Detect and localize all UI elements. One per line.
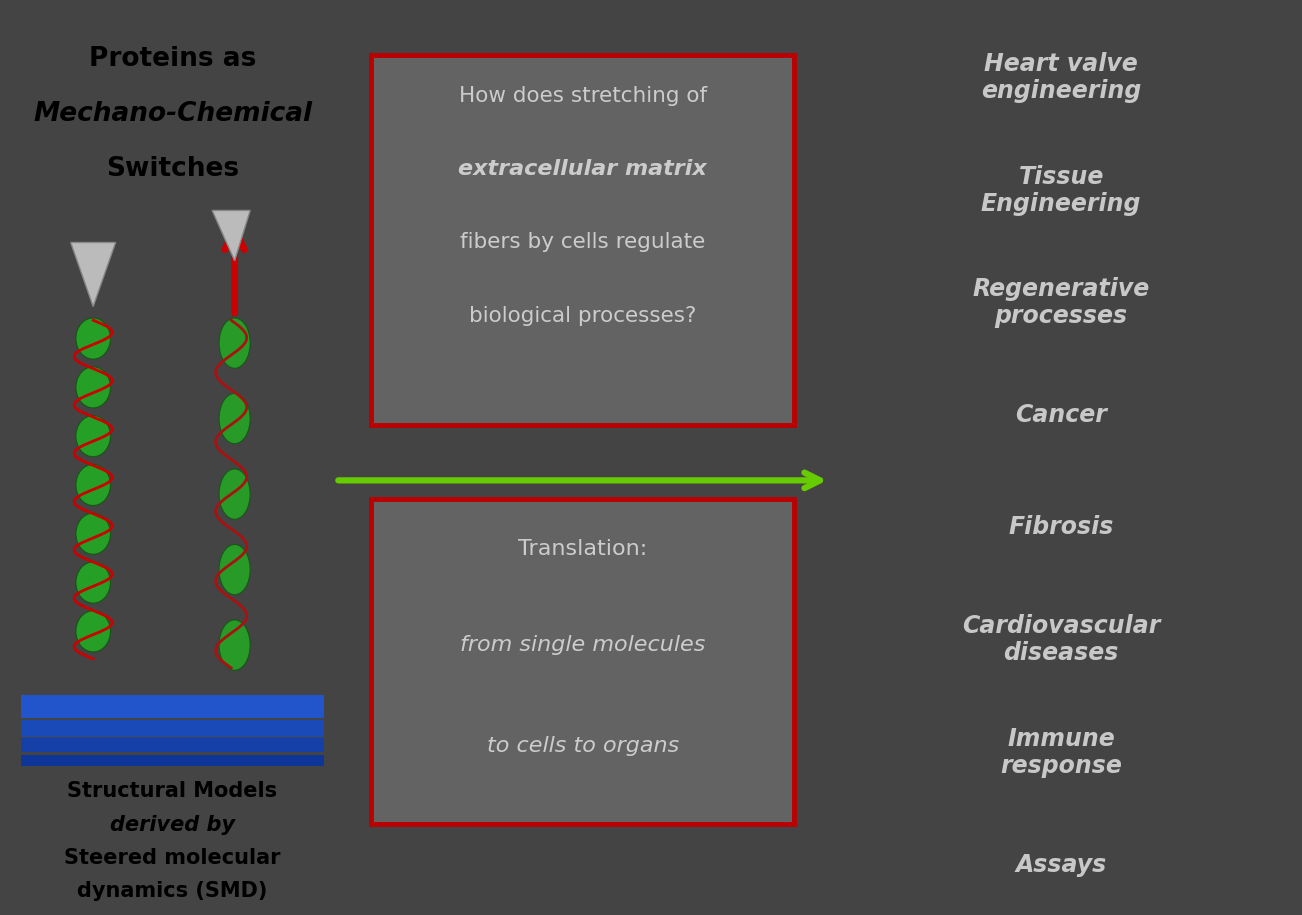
Text: extracellular matrix: extracellular matrix	[458, 159, 707, 179]
Text: Structural Models: Structural Models	[68, 781, 277, 802]
Ellipse shape	[76, 562, 111, 603]
Ellipse shape	[219, 619, 250, 670]
FancyBboxPatch shape	[371, 55, 794, 425]
Text: Translation:: Translation:	[518, 539, 647, 559]
Text: fibers by cells regulate: fibers by cells regulate	[460, 232, 706, 253]
Text: Immune
response: Immune response	[1000, 727, 1122, 778]
Ellipse shape	[219, 544, 250, 595]
Bar	[21, 738, 324, 752]
Ellipse shape	[76, 513, 111, 554]
Text: to cells to organs: to cells to organs	[487, 736, 678, 756]
FancyBboxPatch shape	[371, 499, 794, 824]
Ellipse shape	[76, 611, 111, 651]
Text: biological processes?: biological processes?	[469, 306, 697, 326]
Bar	[21, 695, 324, 718]
Text: from single molecules: from single molecules	[460, 635, 706, 655]
Text: Steered molecular: Steered molecular	[64, 848, 281, 868]
Bar	[21, 720, 324, 737]
Text: Fibrosis: Fibrosis	[1009, 515, 1113, 540]
Text: Proteins as: Proteins as	[89, 47, 256, 72]
Text: Mechano-Chemical: Mechano-Chemical	[33, 102, 312, 127]
Text: Cancer: Cancer	[1016, 403, 1107, 427]
Text: derived by: derived by	[109, 815, 236, 835]
Text: Heart valve
engineering: Heart valve engineering	[980, 52, 1142, 103]
Ellipse shape	[76, 318, 111, 359]
Ellipse shape	[219, 318, 250, 369]
Text: Assays: Assays	[1016, 853, 1107, 877]
Text: Tissue
Engineering: Tissue Engineering	[980, 165, 1142, 216]
Ellipse shape	[76, 415, 111, 457]
Ellipse shape	[76, 465, 111, 505]
Polygon shape	[70, 242, 116, 307]
Text: Cardiovascular
diseases: Cardiovascular diseases	[962, 614, 1160, 665]
Text: Regenerative
processes: Regenerative processes	[973, 277, 1150, 328]
Ellipse shape	[219, 393, 250, 444]
Text: Switches: Switches	[105, 156, 240, 182]
Text: How does stretching of: How does stretching of	[458, 86, 707, 106]
Ellipse shape	[219, 468, 250, 520]
Text: dynamics (SMD): dynamics (SMD)	[77, 881, 268, 901]
Ellipse shape	[76, 367, 111, 408]
Polygon shape	[212, 210, 250, 261]
Bar	[21, 755, 324, 766]
